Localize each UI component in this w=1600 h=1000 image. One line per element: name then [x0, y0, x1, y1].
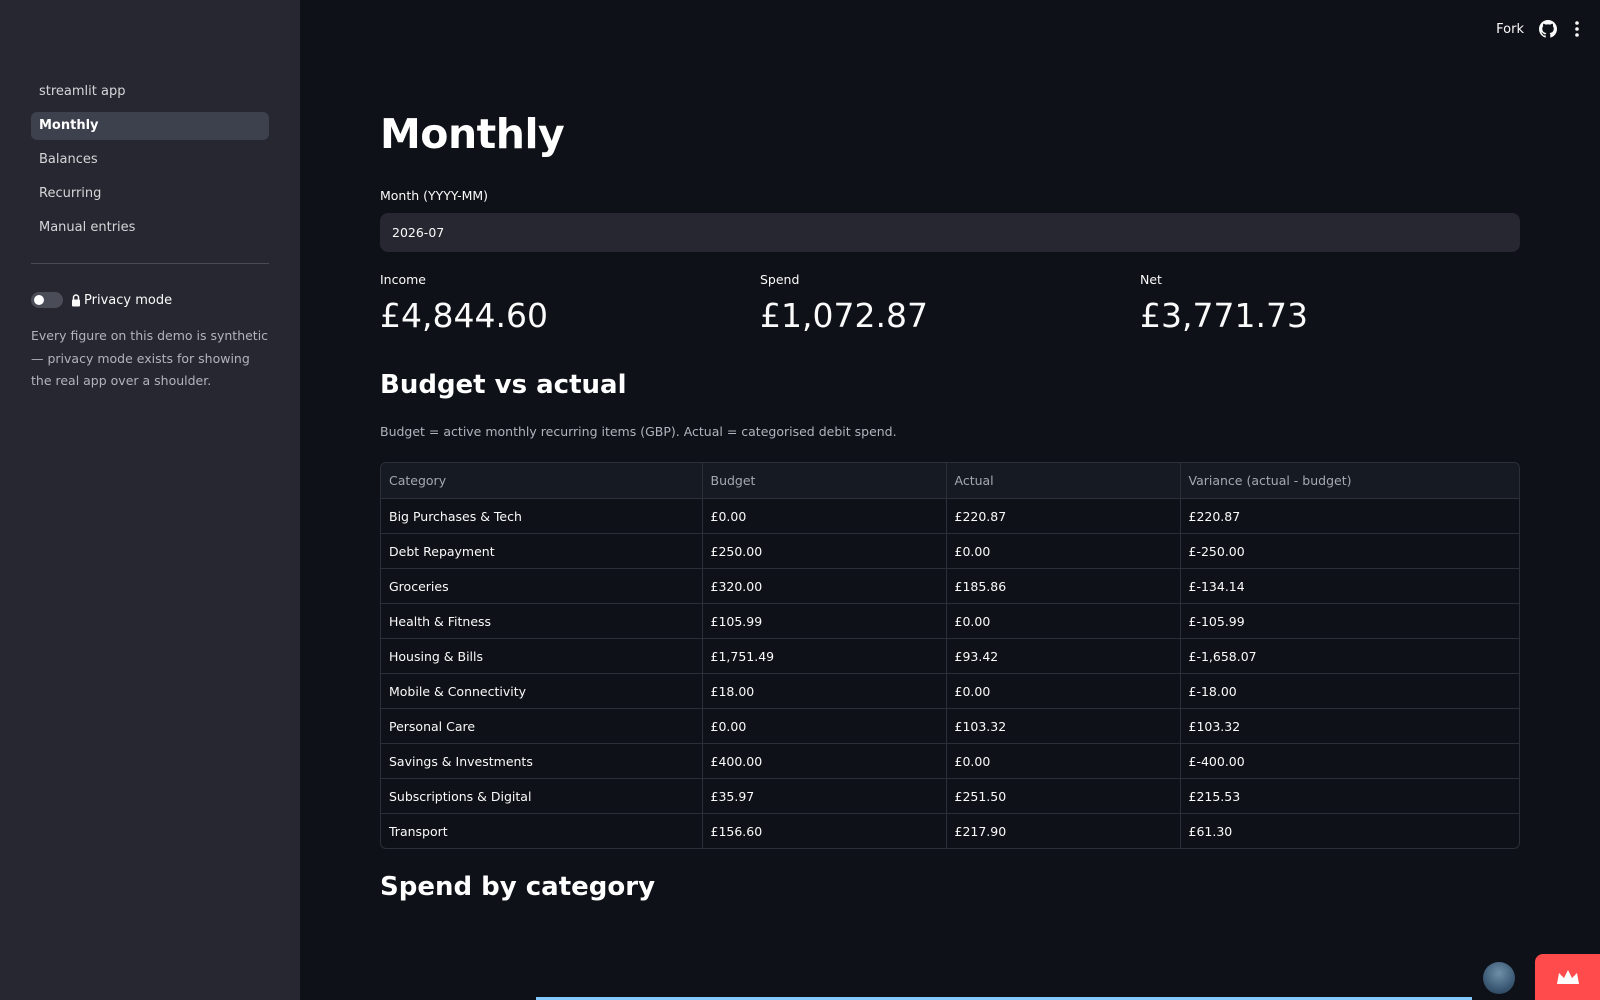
spend-chart-top-edge [536, 997, 1472, 1000]
cell-category[interactable]: Health & Fitness [381, 603, 703, 639]
cell-actual[interactable]: £0.00 [946, 673, 1181, 709]
cell-variance[interactable]: £103.32 [1180, 708, 1519, 744]
kebab-menu-icon[interactable] [1574, 20, 1580, 38]
cell-budget[interactable]: £35.97 [702, 778, 947, 814]
cell-category[interactable]: Debt Repayment [381, 533, 703, 569]
table-row: Big Purchases & Tech £0.00 £220.87 £220.… [381, 498, 1519, 534]
cell-budget[interactable]: £0.00 [702, 498, 947, 534]
budget-caption: Budget = active monthly recurring items … [380, 424, 897, 439]
column-header-budget[interactable]: Budget [702, 463, 947, 499]
sidebar-divider [31, 263, 269, 264]
cell-variance[interactable]: £-105.99 [1180, 603, 1519, 639]
github-icon[interactable] [1539, 20, 1557, 38]
spend-section-title: Spend by category [380, 872, 656, 902]
toggle-knob [34, 295, 44, 305]
top-toolbar: Fork [1496, 16, 1580, 42]
cell-budget[interactable]: £250.00 [702, 533, 947, 569]
month-field-label: Month (YYYY-MM) [380, 188, 489, 203]
budget-table[interactable]: Category Budget Actual Variance (actual … [380, 462, 1520, 849]
cell-variance[interactable]: £-400.00 [1180, 743, 1519, 779]
table-row: Subscriptions & Digital £35.97 £251.50 £… [381, 778, 1519, 814]
cell-budget[interactable]: £18.00 [702, 673, 947, 709]
metrics-row: Income £4,844.60 Spend £1,072.87 Net £3,… [380, 272, 1520, 335]
column-header-actual[interactable]: Actual [946, 463, 1181, 499]
cell-category[interactable]: Subscriptions & Digital [381, 778, 703, 814]
sidebar-nav: streamlit app Monthly Balances Recurring… [31, 78, 269, 242]
cell-actual[interactable]: £220.87 [946, 498, 1181, 534]
table-header-row: Category Budget Actual Variance (actual … [381, 463, 1519, 499]
table-row: Debt Repayment £250.00 £0.00 £-250.00 [381, 533, 1519, 569]
avatar[interactable] [1483, 962, 1515, 994]
cell-actual[interactable]: £103.32 [946, 708, 1181, 744]
privacy-toggle[interactable] [31, 292, 63, 308]
cell-category[interactable]: Big Purchases & Tech [381, 498, 703, 534]
table-row: Groceries £320.00 £185.86 £-134.14 [381, 568, 1519, 604]
sidebar-item-balances[interactable]: Balances [39, 152, 98, 167]
spend-value: £1,072.87 [760, 296, 928, 335]
spend-label: Spend [760, 272, 800, 287]
net-metric: Net £3,771.73 [1140, 272, 1520, 335]
cell-variance[interactable]: £-18.00 [1180, 673, 1519, 709]
budget-section-title: Budget vs actual [380, 370, 627, 400]
cell-variance[interactable]: £61.30 [1188, 823, 1233, 839]
column-header-variance[interactable]: Variance (actual - budget) [1180, 463, 1519, 499]
cell-variance[interactable]: £-1,658.07 [1180, 638, 1519, 674]
cell-actual[interactable]: £93.42 [946, 638, 1181, 674]
privacy-mode-label: Privacy mode [84, 292, 173, 308]
table-row: Personal Care £0.00 £103.32 £103.32 [381, 708, 1519, 744]
sidebar-note: Every figure on this demo is synthetic —… [31, 328, 269, 388]
cell-actual[interactable]: £251.50 [946, 778, 1181, 814]
privacy-toggle-row: Privacy mode [31, 289, 300, 311]
cell-actual[interactable]: £0.00 [946, 603, 1181, 639]
cell-variance[interactable]: £-134.14 [1180, 568, 1519, 604]
net-value: £3,771.73 [1140, 296, 1308, 335]
sidebar-item-recurring[interactable]: Recurring [39, 186, 102, 201]
cell-variance[interactable]: £-250.00 [1180, 533, 1519, 569]
cell-category[interactable]: Personal Care [381, 708, 703, 744]
sidebar-item-monthly[interactable]: Monthly [31, 112, 269, 140]
cell-budget[interactable]: £105.99 [702, 603, 947, 639]
table-row: Transport £156.60 £217.90 £61.30 [381, 813, 1519, 848]
cell-actual[interactable]: £0.00 [946, 533, 1181, 569]
cell-variance[interactable]: £215.53 [1180, 778, 1519, 814]
cell-budget[interactable]: £400.00 [702, 743, 947, 779]
streamlit-crown-badge[interactable] [1535, 954, 1600, 1000]
cell-actual[interactable]: £185.86 [946, 568, 1181, 604]
net-label: Net [1140, 272, 1162, 287]
cell-budget[interactable]: £1,751.49 [702, 638, 947, 674]
income-value: £4,844.60 [380, 296, 548, 335]
spend-metric: Spend £1,072.87 [760, 272, 1140, 335]
cell-budget[interactable]: £0.00 [702, 708, 947, 744]
table-row: Savings & Investments £400.00 £0.00 £-40… [381, 743, 1519, 779]
cell-variance[interactable]: £220.87 [1180, 498, 1519, 534]
cell-category[interactable]: Housing & Bills [381, 638, 703, 674]
income-metric: Income £4,844.60 [380, 272, 760, 335]
cell-category[interactable]: Mobile & Connectivity [381, 673, 703, 709]
fork-button[interactable]: Fork [1496, 21, 1524, 37]
lock-icon [71, 293, 81, 307]
month-input[interactable] [380, 213, 1520, 252]
cell-category[interactable]: Savings & Investments [381, 743, 703, 779]
sidebar-item-streamlit-app[interactable]: streamlit app [39, 84, 126, 99]
table-row: Mobile & Connectivity £18.00 £0.00 £-18.… [381, 673, 1519, 709]
cell-budget[interactable]: £156.60 [702, 813, 947, 848]
income-label: Income [380, 272, 426, 287]
cell-category[interactable]: Groceries [381, 568, 703, 604]
cell-actual[interactable]: £217.90 [946, 813, 1181, 848]
table-row: Health & Fitness £105.99 £0.00 £-105.99 [381, 603, 1519, 639]
cell-budget[interactable]: £320.00 [702, 568, 947, 604]
crown-icon [1556, 970, 1579, 984]
sidebar-item-manual-entries[interactable]: Manual entries [39, 220, 136, 235]
sidebar: streamlit app Monthly Balances Recurring… [0, 0, 300, 1000]
cell-category[interactable]: Transport [381, 813, 703, 848]
table-row: Housing & Bills £1,751.49 £93.42 £-1,658… [381, 638, 1519, 674]
cell-actual[interactable]: £0.00 [946, 743, 1181, 779]
page-title: Monthly [380, 110, 565, 158]
column-header-category[interactable]: Category [381, 463, 703, 499]
